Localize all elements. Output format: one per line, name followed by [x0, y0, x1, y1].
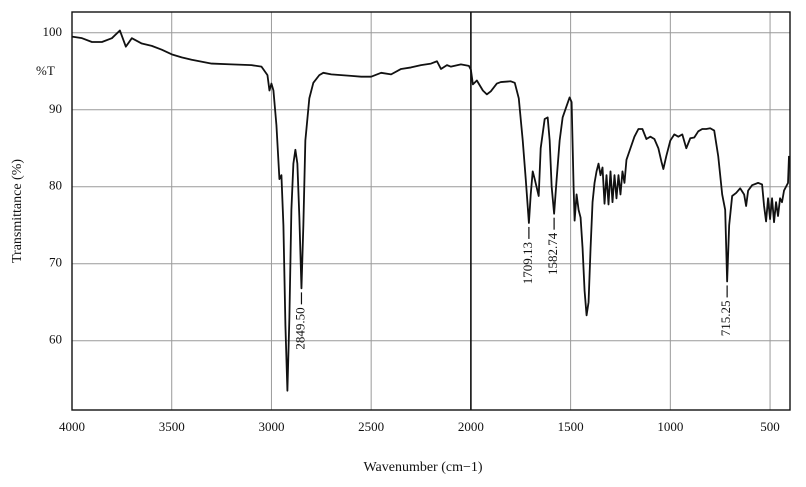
x-tick-label: 2500 [358, 419, 384, 434]
x-tick-label: 500 [760, 419, 780, 434]
x-tick-label: 1500 [558, 419, 584, 434]
unit-label: %T [36, 63, 55, 78]
y-tick-label: 80 [49, 178, 62, 193]
y-axis-label: Transmittance (%) [10, 159, 25, 263]
x-axis-label: Wavenumber (cm−1) [363, 460, 482, 475]
annotation-label: 1709.13 [520, 242, 535, 284]
y-tick-label: 70 [49, 255, 62, 270]
annotation-label: 2849.50 [292, 307, 307, 349]
plot-frame [71, 11, 791, 411]
y-tick-label: 60 [49, 332, 62, 347]
x-tick-label: 3500 [159, 419, 185, 434]
annotation-label: 1582.74 [545, 232, 560, 275]
annotation-label: 715.25 [718, 300, 733, 336]
x-tick-label: 4000 [59, 419, 85, 434]
x-tick-label: 1000 [657, 419, 683, 434]
y-tick-label: 90 [49, 101, 62, 116]
y-tick-label: 100 [43, 24, 63, 39]
x-tick-label: 3000 [258, 419, 284, 434]
x-tick-label: 2000 [458, 419, 484, 434]
spectrum-line [71, 29, 790, 392]
